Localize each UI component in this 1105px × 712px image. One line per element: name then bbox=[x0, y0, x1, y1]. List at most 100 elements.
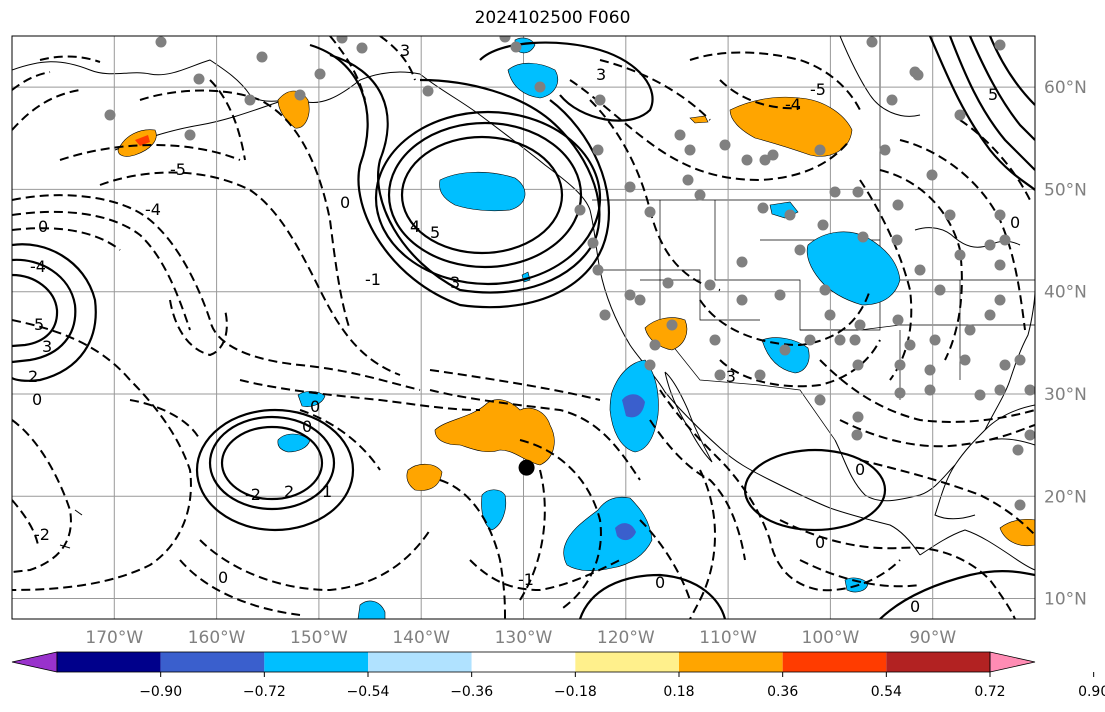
colorbar-tick-label: −0.18 bbox=[554, 684, 597, 700]
station-dot bbox=[866, 36, 878, 48]
station-dot bbox=[924, 384, 936, 396]
station-dot bbox=[294, 89, 306, 101]
colorbar-tick-label: −0.72 bbox=[243, 684, 286, 700]
station-dot bbox=[994, 259, 1006, 271]
contour-label-0: 0 bbox=[310, 397, 320, 416]
latitude-labels: 60°N 50°N 40°N 30°N 20°N 10°N bbox=[1044, 78, 1087, 609]
contour-label-5: 5 bbox=[34, 315, 44, 334]
station-dot bbox=[314, 68, 326, 80]
station-dot bbox=[779, 344, 791, 356]
colorbar-segment bbox=[264, 652, 368, 672]
contour-label-0: 0 bbox=[815, 533, 825, 552]
colorbar-extend-high bbox=[989, 651, 1036, 673]
station-dot bbox=[599, 309, 611, 321]
station-dot bbox=[959, 354, 971, 366]
contour-label-4: -4 bbox=[785, 95, 801, 114]
latitude-tick-label: 10°N bbox=[1044, 590, 1087, 610]
station-dot bbox=[852, 186, 864, 198]
station-dot bbox=[244, 94, 256, 106]
contour-label-0: 0 bbox=[32, 390, 42, 409]
station-dot bbox=[587, 237, 599, 249]
station-dot bbox=[510, 41, 522, 53]
shaded-strong-negative bbox=[615, 394, 645, 541]
colorbar-segment bbox=[575, 652, 679, 672]
station-dot bbox=[924, 364, 936, 376]
station-dot bbox=[714, 369, 726, 381]
colorbar-tick-label: −0.54 bbox=[347, 684, 390, 700]
colorbar-tick-label: 0.72 bbox=[974, 684, 1005, 700]
shaded-strong-positive bbox=[135, 135, 150, 146]
station-dot bbox=[662, 277, 674, 289]
station-dot bbox=[852, 411, 864, 423]
colorbar-segment bbox=[368, 652, 472, 672]
station-dot bbox=[984, 239, 996, 251]
shaded-negative-regions bbox=[277, 37, 901, 619]
station-dot bbox=[624, 181, 636, 193]
contour-label-2: 2 bbox=[284, 482, 294, 501]
latitude-tick-label: 50°N bbox=[1044, 180, 1087, 200]
station-dot bbox=[155, 36, 167, 48]
station-dot bbox=[934, 284, 946, 296]
longitude-tick-label: 170°W bbox=[85, 628, 143, 648]
contour-label-0: 0 bbox=[655, 573, 665, 592]
colorbar-segment bbox=[57, 652, 161, 672]
station-dot bbox=[1024, 429, 1035, 441]
station-dot bbox=[834, 334, 846, 346]
station-dot bbox=[754, 369, 766, 381]
station-dot bbox=[644, 206, 656, 218]
station-dot bbox=[854, 319, 866, 331]
political-borders bbox=[592, 36, 1035, 441]
station-dot bbox=[1024, 384, 1035, 396]
contour-label-0: 0 bbox=[340, 193, 350, 212]
station-dot bbox=[886, 94, 898, 106]
contour-label-4: -4 bbox=[30, 257, 46, 276]
station-dot bbox=[499, 36, 511, 43]
station-dot bbox=[649, 339, 661, 351]
station-dot bbox=[892, 314, 904, 326]
station-dot bbox=[644, 359, 656, 371]
station-dot bbox=[904, 339, 916, 351]
station-dot bbox=[914, 264, 926, 276]
station-dot bbox=[926, 169, 938, 181]
colorbar-tick-label: 0.54 bbox=[871, 684, 902, 700]
station-dot bbox=[814, 394, 826, 406]
contour-label-0: 0 bbox=[910, 597, 920, 616]
station-dot bbox=[574, 204, 586, 216]
station-dot bbox=[634, 294, 646, 306]
contour-label-1: -1 bbox=[518, 570, 534, 589]
contour-label-1: 1 bbox=[322, 482, 332, 501]
longitude-tick-label: 90°W bbox=[909, 628, 956, 648]
station-dot bbox=[984, 309, 996, 321]
station-dot bbox=[256, 51, 268, 63]
station-dot bbox=[1012, 444, 1024, 456]
colorbar-tick-label: −0.36 bbox=[450, 684, 493, 700]
station-dot bbox=[804, 334, 816, 346]
colorbar-segment bbox=[160, 652, 265, 672]
station-dot bbox=[624, 289, 636, 301]
station-dot bbox=[193, 73, 205, 85]
station-dot bbox=[999, 234, 1011, 246]
longitude-tick-label: 110°W bbox=[699, 628, 757, 648]
contour-label-3: 3 bbox=[400, 41, 410, 60]
station-dot bbox=[356, 42, 368, 54]
station-dot bbox=[736, 256, 748, 268]
station-dot bbox=[759, 154, 771, 166]
contour-label-5: -5 bbox=[170, 160, 186, 179]
station-dot bbox=[994, 39, 1006, 51]
contour-label-4: 4 bbox=[410, 217, 420, 236]
latitude-tick-label: 30°N bbox=[1044, 385, 1087, 405]
colorbar-tick-label: 0.90 bbox=[1078, 684, 1105, 700]
contour-label-0: 0 bbox=[218, 568, 228, 587]
station-dot bbox=[774, 289, 786, 301]
station-dot bbox=[894, 387, 906, 399]
station-dots bbox=[104, 36, 1035, 511]
station-dot bbox=[999, 359, 1011, 371]
longitude-tick-label: 160°W bbox=[188, 628, 246, 648]
contour-label-0: 0 bbox=[38, 217, 48, 236]
station-dot bbox=[974, 389, 986, 401]
latitude-tick-label: 40°N bbox=[1044, 283, 1087, 303]
contour-label-5: 5 bbox=[430, 223, 440, 242]
station-dot bbox=[184, 129, 196, 141]
contour-label-0: 0 bbox=[855, 460, 865, 479]
colorbar-segment bbox=[471, 652, 576, 672]
